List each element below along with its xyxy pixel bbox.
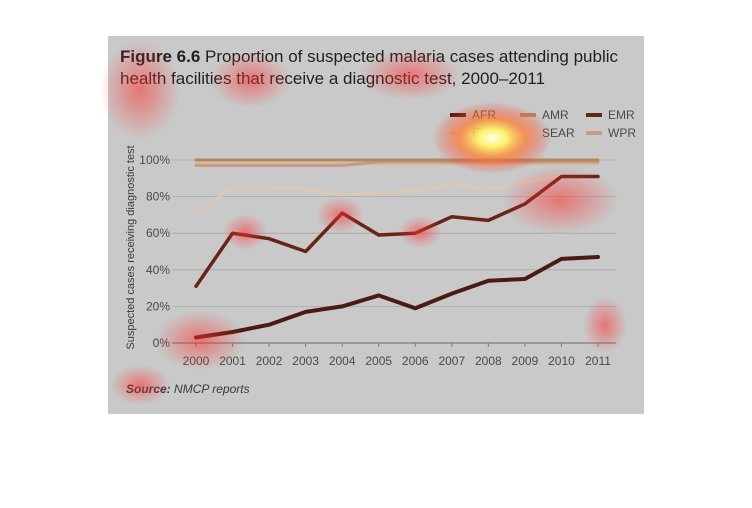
y-tick-label: 20% (146, 299, 170, 313)
x-tick-label: 2007 (438, 354, 465, 368)
y-tick-label: 60% (146, 226, 170, 240)
line-chart: 0% 20% 40% 60% 80% 100%Suspected cases receiv… (125, 108, 636, 368)
x-tick-label: 2006 (402, 354, 429, 368)
source-text: NMCP reports (174, 382, 250, 396)
figure-panel: Figure 6.6 Proportion of suspected malar… (108, 36, 644, 414)
legend-label-wpr: WPR (608, 126, 636, 140)
legend-label-emr: EMR (608, 108, 635, 122)
x-tick-label: 2011 (585, 354, 611, 368)
legend-label-afr: AFR (472, 108, 496, 122)
x-tick-label: 2008 (475, 354, 502, 368)
figure-source: Source: NMCP reports (126, 382, 250, 396)
y-tick-label: 40% (146, 263, 170, 277)
y-axis-label: Suspected cases receiving diagnostic tes… (125, 145, 137, 349)
x-tick-label: 2003 (292, 354, 319, 368)
series-line-afr (194, 254, 600, 340)
x-tick-label: 2002 (256, 354, 283, 368)
x-tick-label: 2009 (512, 354, 539, 368)
source-label: Source: (126, 382, 171, 396)
legend-label-sear: SEAR (542, 126, 575, 140)
y-tick-label: 80% (146, 190, 170, 204)
legend-label-eur: EUR (472, 126, 498, 140)
y-tick-label: 100% (139, 153, 170, 167)
legend-label-amr: AMR (542, 108, 569, 122)
x-tick-label: 2000 (183, 354, 210, 368)
x-tick-label: 2001 (219, 354, 246, 368)
y-tick-label: 0% (153, 336, 171, 350)
x-tick-label: 2004 (329, 354, 356, 368)
x-tick-label: 2005 (365, 354, 392, 368)
x-tick-label: 2010 (548, 354, 575, 368)
